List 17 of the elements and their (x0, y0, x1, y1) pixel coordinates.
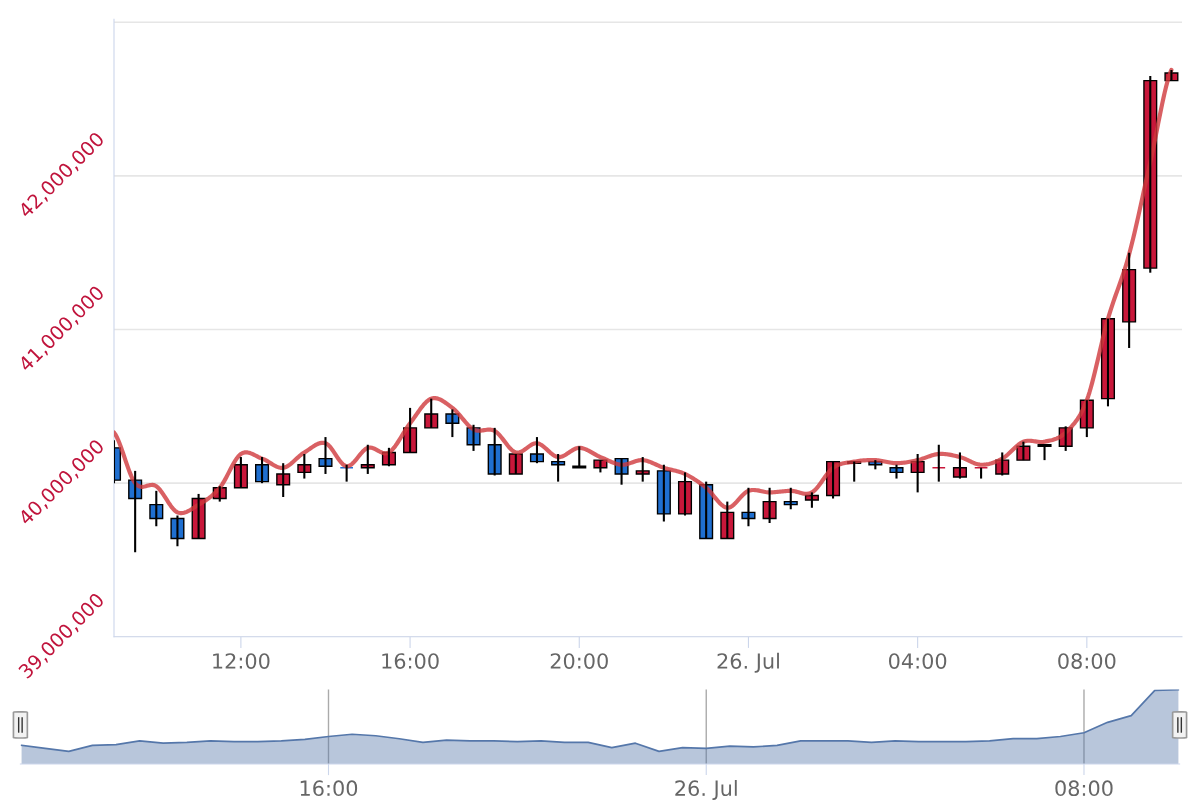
x-tick-label: 16:00 (382, 653, 439, 669)
candlestick (952, 451, 967, 480)
candlestick (931, 443, 946, 483)
x-tick-label: 04:00 (889, 653, 947, 669)
candlestick (424, 397, 439, 429)
x-tick-label: 16:00 (300, 780, 358, 797)
candlestick (1037, 443, 1052, 462)
candlestick (339, 463, 354, 483)
x-tick-label: 08:00 (1055, 780, 1113, 797)
candlestick (974, 466, 989, 480)
candlestick (508, 452, 523, 475)
x-tick-label: 12:00 (213, 653, 270, 669)
x-tick-label: 26. Jul (717, 652, 779, 673)
x-tick-label: 26. Jul (675, 779, 737, 800)
x-tick-label: 08:00 (1058, 653, 1116, 669)
x-tick-label: 20:00 (550, 653, 608, 669)
candlestick (635, 456, 650, 483)
